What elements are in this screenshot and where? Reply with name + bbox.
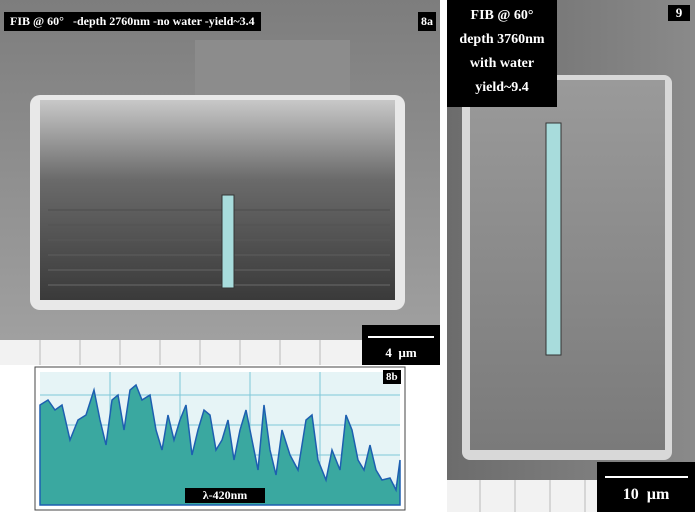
caption-line: depth 3760nm	[447, 28, 557, 52]
figure-graphics	[0, 0, 695, 512]
panel-label: 8a	[418, 12, 436, 31]
scale-label: 10 µm	[597, 486, 695, 504]
caption: λ-420nm	[185, 488, 265, 503]
caption-line: FIB @ 60°	[447, 4, 557, 28]
figure: {"panels": [ {"label": "8a", "caption": …	[0, 0, 695, 512]
scale-label: 4 µm	[362, 345, 440, 361]
panel-label: 8b	[383, 370, 401, 384]
caption-line: yield~9.4	[447, 76, 557, 100]
panel-label: 9	[668, 5, 690, 21]
caption: FIB @ 60° depth 3760nm with water yield~…	[447, 0, 557, 107]
sem-image-8a	[0, 0, 440, 340]
caption-line: with water	[447, 52, 557, 76]
caption: FIB @ 60° -depth 2760nm -no water -yield…	[4, 12, 261, 31]
